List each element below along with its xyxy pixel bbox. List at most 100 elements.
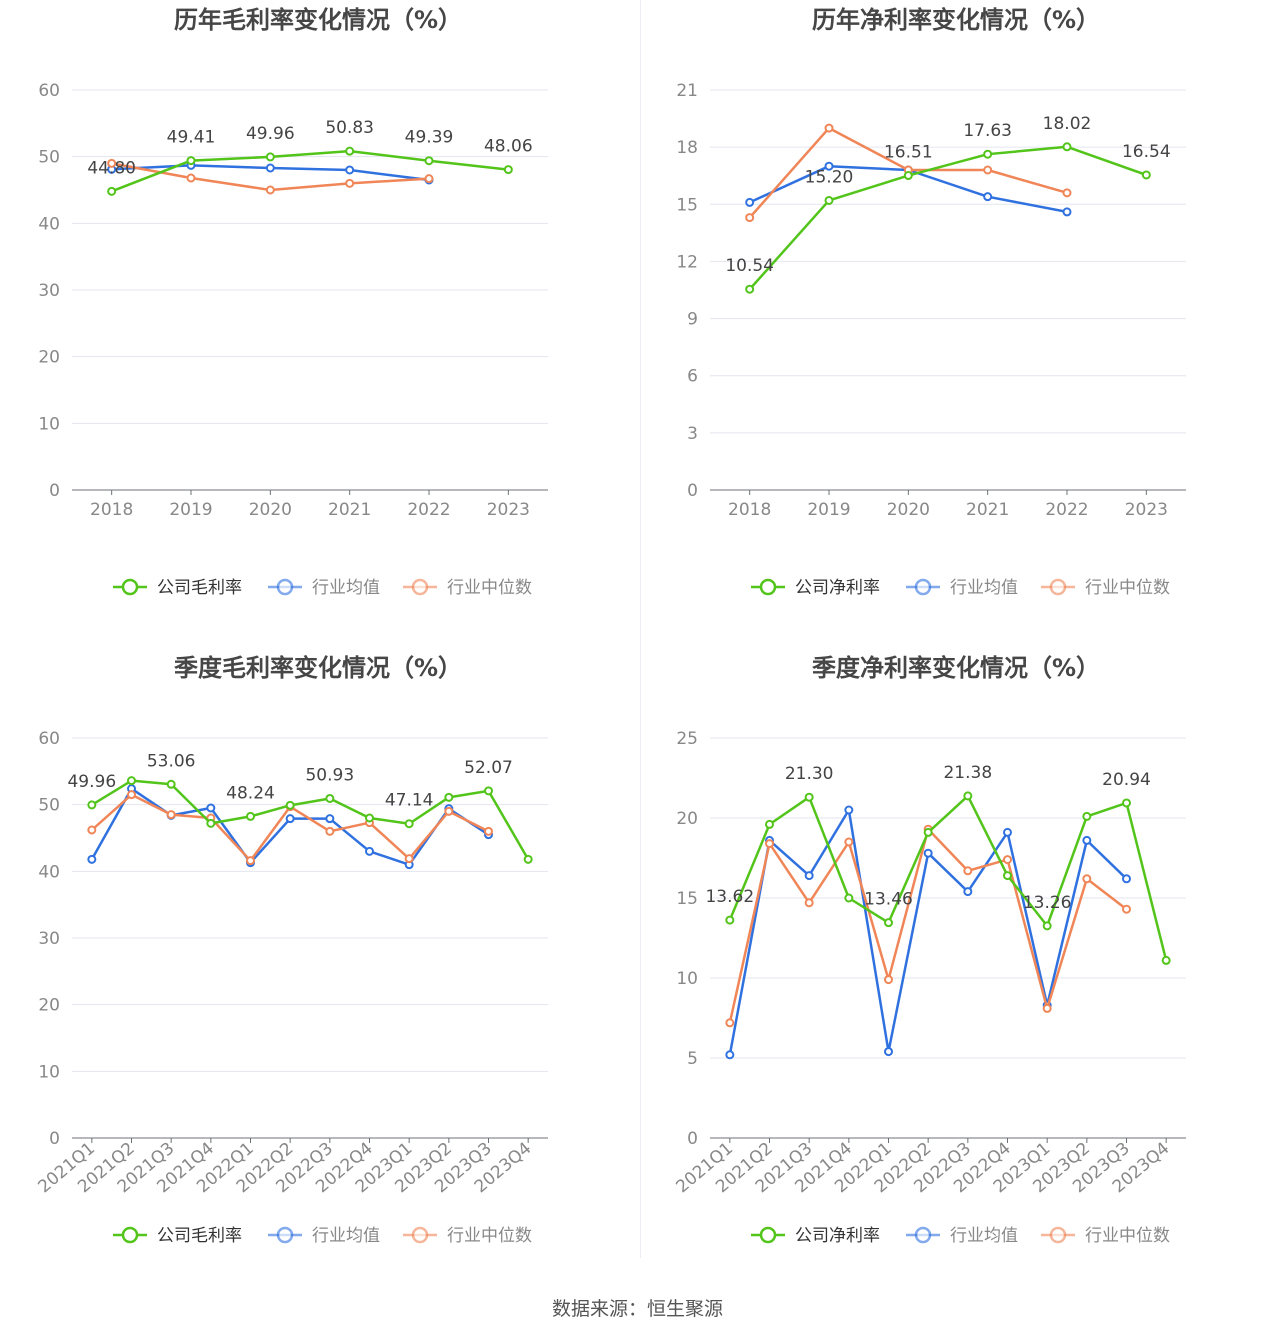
legend-marker	[121, 578, 139, 596]
data-point-company	[1003, 871, 1012, 881]
data-point-median	[824, 123, 834, 133]
data-point-average	[206, 803, 216, 813]
data-point-average	[923, 848, 933, 858]
data-point-company	[844, 893, 854, 903]
data-point-company	[983, 149, 993, 159]
data-point-median	[765, 839, 774, 849]
y-tick-label: 30	[38, 281, 60, 301]
data-point-average	[1122, 874, 1131, 884]
data-point-company	[265, 152, 275, 162]
legend-item-median: 行业中位数	[403, 578, 532, 598]
y-tick-label: 15	[676, 195, 698, 215]
data-label: 48.06	[484, 137, 533, 157]
chart-panel-quarterly-gross: 季度毛利率变化情况（%） 0 10 20 30 40 50 60 2021Q1 2021Q2 202…	[0, 648, 637, 1296]
data-point-company	[345, 146, 355, 156]
chart-panel-annual-net: 历年净利率变化情况（%） 0 3 6 9 12 15 18 21 2018 2019 2020 2021…	[638, 0, 1275, 648]
x-tick-label: 2023	[487, 500, 530, 520]
data-point-company	[1141, 170, 1151, 180]
data-point-company	[87, 800, 97, 810]
legend-label: 行业均值	[950, 578, 1018, 598]
data-point-company	[365, 813, 374, 823]
data-point-company	[107, 186, 117, 196]
data-point-company	[444, 792, 454, 802]
y-tick-label: 0	[49, 481, 60, 501]
data-point-median	[127, 790, 136, 800]
legend-marker	[1049, 1226, 1067, 1244]
data-point-median	[983, 165, 993, 175]
data-label: 53.06	[147, 751, 196, 771]
data-point-company	[1122, 798, 1131, 808]
legend-item-company: 公司净利率	[751, 1226, 880, 1246]
data-point-median	[107, 158, 117, 168]
data-point-company	[285, 800, 295, 810]
data-point-company	[325, 793, 335, 803]
data-point-average	[87, 854, 97, 864]
legend-item-average: 行业均值	[906, 1226, 1018, 1246]
data-point-company	[725, 915, 735, 925]
y-tick-label: 0	[49, 1129, 60, 1149]
data-label: 49.96	[246, 124, 295, 144]
data-point-median	[444, 806, 454, 816]
y-tick-label: 30	[38, 929, 60, 949]
legend-marker	[914, 578, 932, 596]
y-tick-label: 10	[676, 969, 698, 989]
data-point-average	[963, 887, 973, 897]
data-point-average	[285, 814, 295, 824]
y-tick-label: 9	[687, 310, 698, 330]
data-label: 16.51	[884, 143, 933, 163]
data-point-company	[903, 171, 913, 181]
chart-quarterly-gross: 季度毛利率变化情况（%）01020304050602021Q12021Q2202…	[35, 654, 548, 1246]
y-tick-label: 12	[676, 252, 698, 272]
y-tick-label: 10	[38, 1062, 60, 1082]
data-point-median	[87, 825, 97, 835]
data-point-median	[745, 213, 755, 223]
data-point-company	[503, 165, 513, 175]
data-point-company	[1082, 811, 1092, 821]
data-point-company	[1062, 142, 1072, 152]
chart-quarterly-net: 季度净利率变化情况（%）05101520252021Q12021Q22021Q3…	[673, 654, 1186, 1246]
data-point-company	[424, 156, 434, 166]
y-tick-label: 20	[38, 348, 60, 368]
data-point-average	[844, 805, 854, 815]
data-point-median	[325, 826, 335, 836]
data-label: 44.80	[87, 158, 136, 178]
data-point-average	[325, 814, 335, 824]
y-tick-label: 3	[687, 424, 698, 444]
data-label: 48.24	[226, 783, 275, 803]
data-point-company	[963, 791, 973, 801]
data-point-median	[246, 856, 255, 866]
y-tick-label: 15	[676, 889, 698, 909]
data-point-company	[246, 811, 255, 821]
data-label: 52.07	[464, 758, 513, 778]
y-tick-label: 21	[676, 81, 698, 101]
data-point-average	[265, 163, 275, 173]
data-point-company	[1042, 921, 1052, 931]
chart-title: 历年毛利率变化情况（%）	[174, 6, 462, 34]
legend-label: 公司净利率	[795, 1226, 880, 1246]
x-tick-label: 2021	[966, 500, 1009, 520]
panel-divider	[640, 0, 641, 1258]
data-point-company	[484, 786, 493, 796]
y-tick-label: 0	[687, 481, 698, 501]
data-point-median	[404, 854, 414, 864]
legend-marker	[1049, 578, 1067, 596]
legend-marker	[914, 1226, 932, 1244]
data-label: 49.41	[167, 128, 216, 148]
chart-title: 季度净利率变化情况（%）	[812, 654, 1100, 682]
data-point-median	[884, 975, 893, 985]
data-point-average	[884, 1047, 893, 1057]
data-label: 50.83	[325, 118, 374, 138]
y-tick-label: 5	[687, 1049, 698, 1069]
data-label: 49.96	[67, 772, 116, 792]
data-point-company	[186, 156, 196, 166]
data-label: 49.39	[405, 128, 454, 148]
data-label: 21.38	[943, 763, 992, 783]
legend-label: 公司毛利率	[157, 1226, 242, 1246]
legend-label: 公司毛利率	[157, 578, 242, 598]
data-point-median	[1042, 1003, 1052, 1013]
data-point-average	[1082, 835, 1092, 845]
data-point-average	[824, 161, 834, 171]
y-tick-label: 0	[687, 1129, 698, 1149]
legend-marker	[759, 1226, 777, 1244]
data-point-average	[725, 1050, 735, 1060]
